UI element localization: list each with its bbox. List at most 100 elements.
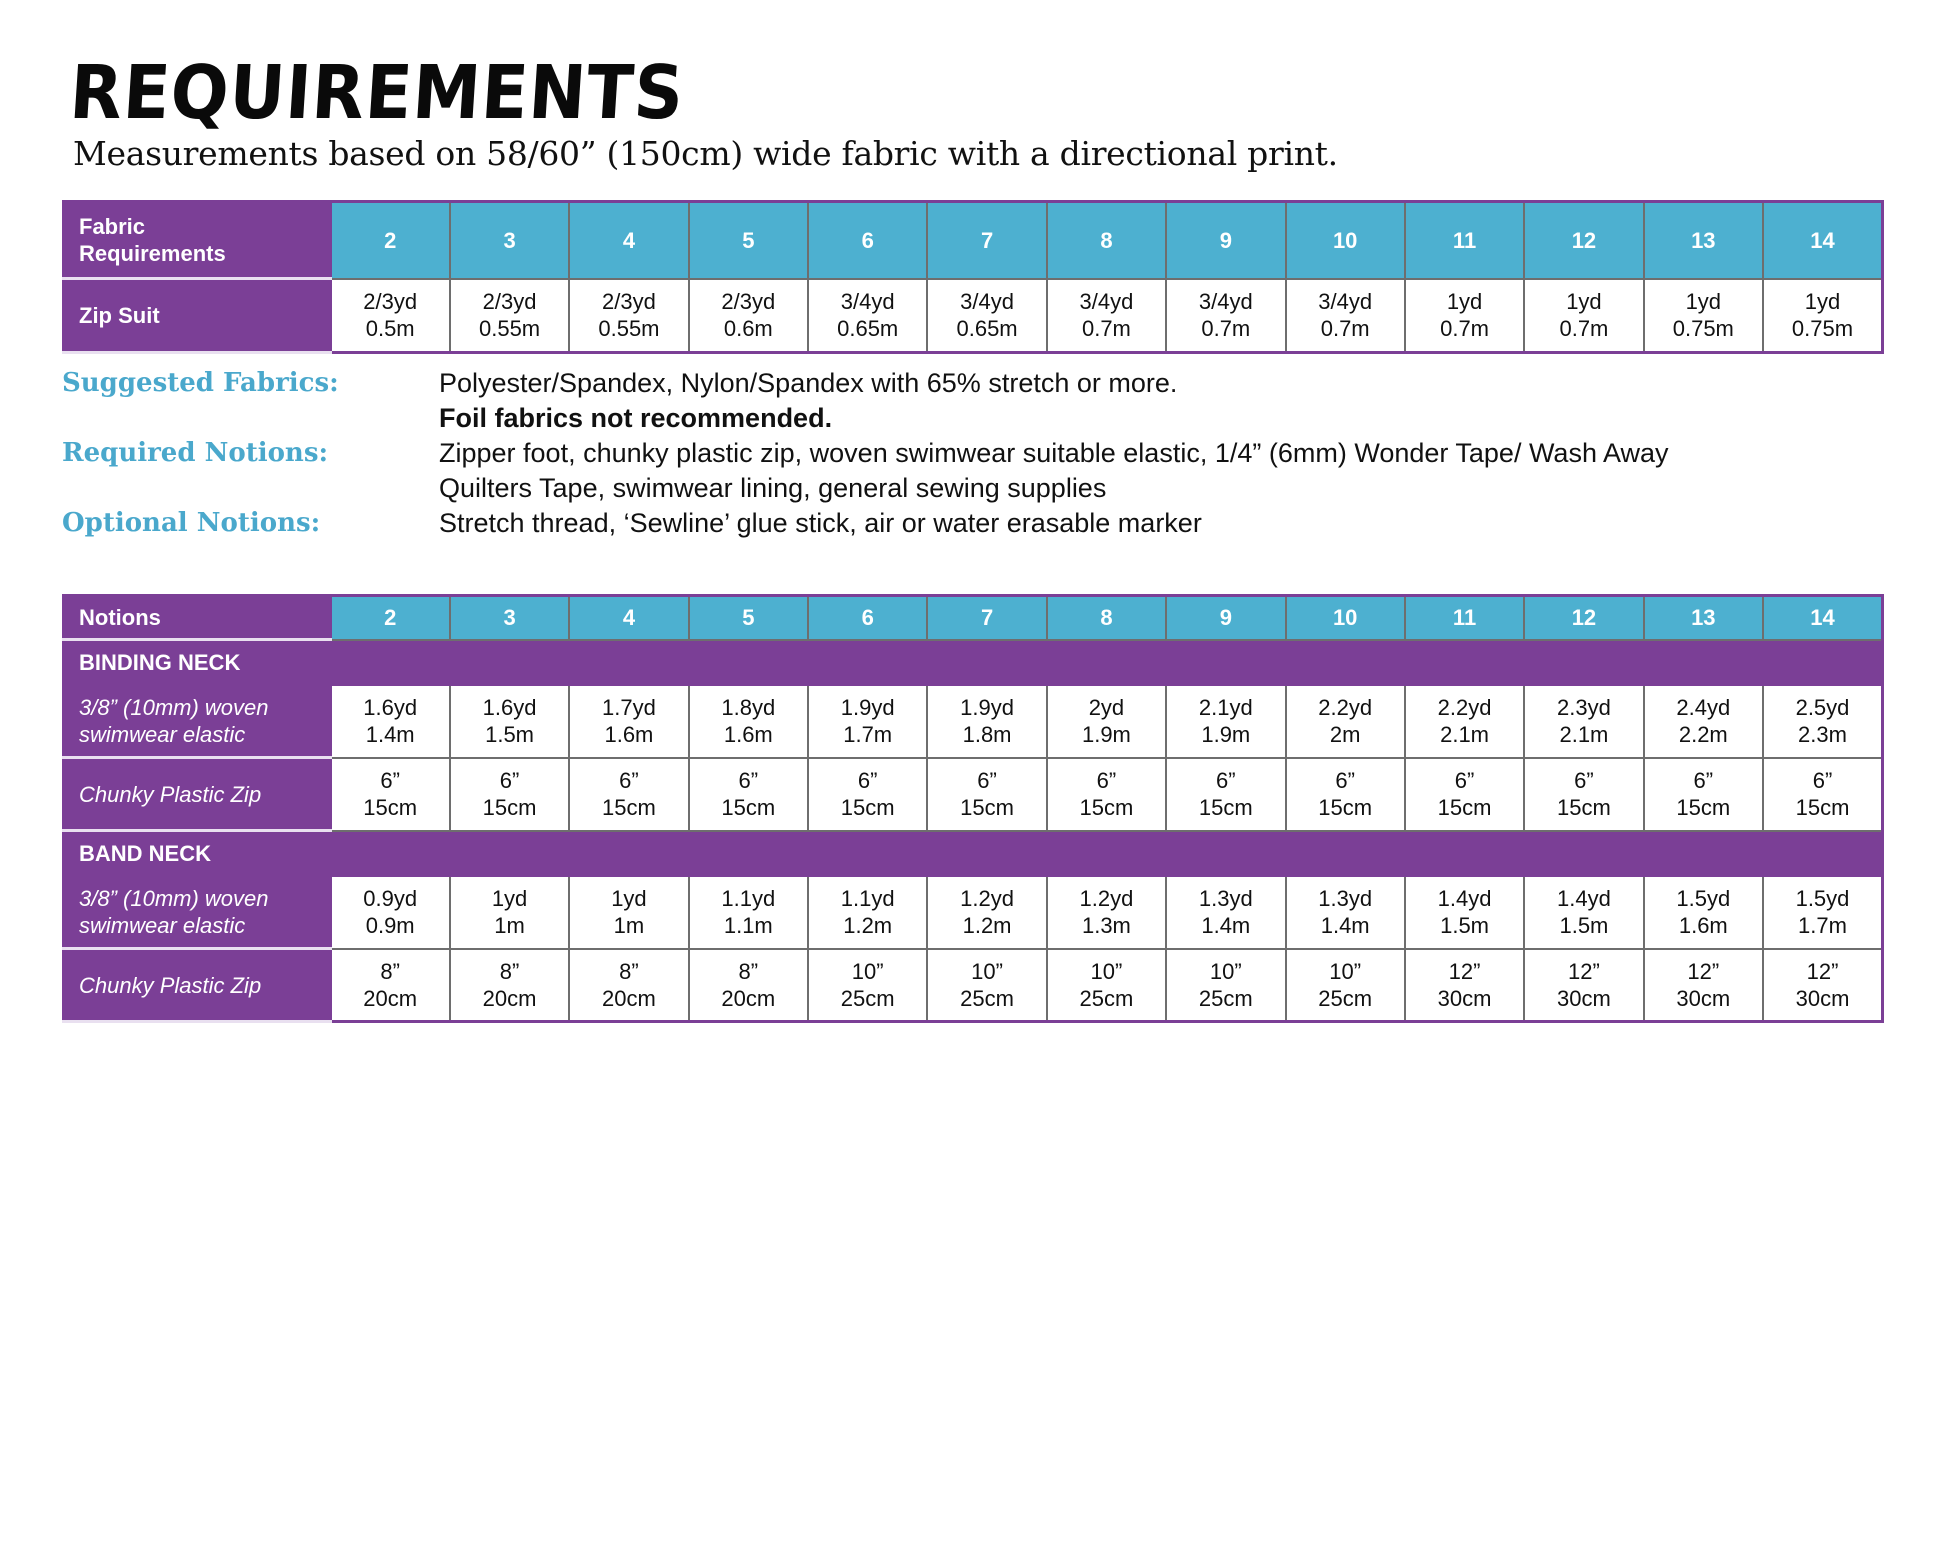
table-cell: 6” 15cm <box>1523 756 1645 832</box>
table-cell: 10” 25cm <box>806 947 929 1023</box>
table-cell: 6” 15cm <box>926 756 1048 832</box>
table-cell: 10” 25cm <box>1284 947 1406 1023</box>
header-label: Notions <box>62 594 332 641</box>
note-row: Suggested Fabrics: Polyester/Spandex, Nyl… <box>62 366 1902 401</box>
note-row: Required Notions: Zipper foot, chunky pla… <box>62 436 1902 471</box>
row-label: 3/8” (10mm) woven swimwear elastic <box>62 875 332 950</box>
row-label: Chunky Plastic Zip <box>62 756 332 832</box>
table-cell: 6” 15cm <box>1284 756 1406 832</box>
table-cell: 6” 15cm <box>1403 756 1526 832</box>
note-text: Quilters Tape, swimwear lining, general … <box>439 473 1107 503</box>
table-cell: 2.2yd 2m <box>1284 684 1406 759</box>
table-cell: 6” 15cm <box>1165 756 1287 832</box>
size-header-4: 4 <box>568 594 690 641</box>
note-label: Suggested Fabrics: <box>62 368 339 398</box>
table-cell: 1.4yd 1.5m <box>1523 875 1645 950</box>
table-cell: 6” 15cm <box>1642 756 1765 832</box>
table-row: 3/8” (10mm) woven swimwear elastic 1.6yd … <box>62 684 1884 759</box>
size-header-4: 4 <box>568 200 690 280</box>
size-header-9: 9 <box>1165 200 1287 280</box>
table-row: Chunky Plastic Zip 8” 20cm 8” 20cm 8” 20cm 8… <box>62 947 1884 1023</box>
size-header-10: 10 <box>1284 200 1406 280</box>
table-cell: 1.8yd 1.6m <box>687 684 810 759</box>
notions-table: Notions 2 3 4 5 6 7 8 9 10 11 12 13 14 BINDING NECK 3/8… <box>62 594 1884 1023</box>
header-row: Notions 2 3 4 5 6 7 8 9 10 11 12 13 14 <box>62 594 1884 641</box>
table-cell: 2/3yd 0.5m <box>329 277 451 354</box>
size-header-3: 3 <box>448 200 571 280</box>
header-label: Fabric Requirements <box>62 200 332 280</box>
note-row: Quilters Tape, swimwear lining, general … <box>62 471 1902 506</box>
table-cell: 2.4yd 2.2m <box>1642 684 1765 759</box>
table-cell: 1yd 0.7m <box>1523 277 1645 354</box>
table-cell: 12” 30cm <box>1642 947 1765 1023</box>
table-cell: 1.3yd 1.4m <box>1165 875 1287 950</box>
row-label: Chunky Plastic Zip <box>62 947 332 1023</box>
size-header-9: 9 <box>1165 594 1287 641</box>
table-cell: 2.2yd 2.1m <box>1403 684 1526 759</box>
size-header-12: 12 <box>1523 200 1645 280</box>
size-header-14: 14 <box>1762 594 1884 641</box>
size-header-5: 5 <box>687 594 810 641</box>
table-row: Zip Suit 2/3yd 0.5m 2/3yd 0.55m 2/3yd 0.55m… <box>62 277 1884 354</box>
table-cell: 1yd 0.75m <box>1642 277 1765 354</box>
table-cell: 1.6yd 1.4m <box>329 684 451 759</box>
section-title: BINDING NECK <box>62 638 1884 686</box>
size-header-11: 11 <box>1403 594 1526 641</box>
table-cell: 12” 30cm <box>1403 947 1526 1023</box>
size-header-7: 7 <box>926 200 1048 280</box>
table-cell: 8” 20cm <box>568 947 690 1023</box>
note-row: Optional Notions: Stretch thread, ‘Sewlin… <box>62 506 1902 541</box>
table-cell: 1.4yd 1.5m <box>1403 875 1526 950</box>
table-cell: 3/4yd 0.65m <box>926 277 1048 354</box>
fabric-requirements-table: Fabric Requirements 2 3 4 5 6 7 8 9 10 11 12 13 14 Zip… <box>62 200 1884 354</box>
table-cell: 12” 30cm <box>1762 947 1884 1023</box>
note-label: Required Notions: <box>62 438 329 468</box>
table-cell: 10” 25cm <box>926 947 1048 1023</box>
note-text: Stretch thread, ‘Sewline’ glue stick, ai… <box>439 508 1202 538</box>
section-row: BAND NECK <box>62 829 1884 877</box>
page-subtitle: Measurements based on 58/60” (150cm) wid… <box>73 134 1338 173</box>
size-header-6: 6 <box>806 200 929 280</box>
note-warning: Foil fabrics not recommended. <box>439 403 833 433</box>
table-cell: 2.1yd 1.9m <box>1165 684 1287 759</box>
size-header-2: 2 <box>329 200 451 280</box>
table-row: Chunky Plastic Zip 6” 15cm 6” 15cm 6” 15cm 6… <box>62 756 1884 832</box>
table-cell: 6” 15cm <box>1045 756 1168 832</box>
row-label: Zip Suit <box>62 277 332 354</box>
table-cell: 3/4yd 0.7m <box>1045 277 1168 354</box>
size-header-12: 12 <box>1523 594 1645 641</box>
table-cell: 10” 25cm <box>1165 947 1287 1023</box>
table-cell: 8” 20cm <box>687 947 810 1023</box>
table-cell: 1.3yd 1.4m <box>1284 875 1406 950</box>
table-cell: 8” 20cm <box>329 947 451 1023</box>
table-cell: 1.2yd 1.2m <box>926 875 1048 950</box>
table-cell: 1.6yd 1.5m <box>448 684 571 759</box>
table-cell: 1.5yd 1.6m <box>1642 875 1765 950</box>
table-cell: 2/3yd 0.55m <box>568 277 690 354</box>
size-header-11: 11 <box>1403 200 1526 280</box>
size-header-8: 8 <box>1045 200 1168 280</box>
table-cell: 1.5yd 1.7m <box>1762 875 1884 950</box>
table-cell: 6” 15cm <box>687 756 810 832</box>
table-cell: 1.9yd 1.7m <box>806 684 929 759</box>
table-cell: 1yd 1m <box>448 875 571 950</box>
size-header-6: 6 <box>806 594 929 641</box>
size-header-8: 8 <box>1045 594 1168 641</box>
note-label <box>62 471 439 506</box>
table-cell: 8” 20cm <box>448 947 571 1023</box>
table-cell: 1yd 0.7m <box>1403 277 1526 354</box>
row-label: 3/8” (10mm) woven swimwear elastic <box>62 684 332 759</box>
table-cell: 2.5yd 2.3m <box>1762 684 1884 759</box>
table-cell: 1.1yd 1.1m <box>687 875 810 950</box>
table-cell: 6” 15cm <box>329 756 451 832</box>
header-row: Fabric Requirements 2 3 4 5 6 7 8 9 10 11 12 13 14 <box>62 200 1884 280</box>
table-cell: 0.9yd 0.9m <box>329 875 451 950</box>
note-text: Polyester/Spandex, Nylon/Spandex with 65… <box>439 368 1178 398</box>
table-cell: 1.9yd 1.8m <box>926 684 1048 759</box>
table-cell: 12” 30cm <box>1523 947 1645 1023</box>
page-title: REQUIREMENTS <box>67 50 687 136</box>
table-cell: 6” 15cm <box>448 756 571 832</box>
table-cell: 6” 15cm <box>806 756 929 832</box>
size-header-14: 14 <box>1762 200 1884 280</box>
note-label: Optional Notions: <box>62 508 321 538</box>
